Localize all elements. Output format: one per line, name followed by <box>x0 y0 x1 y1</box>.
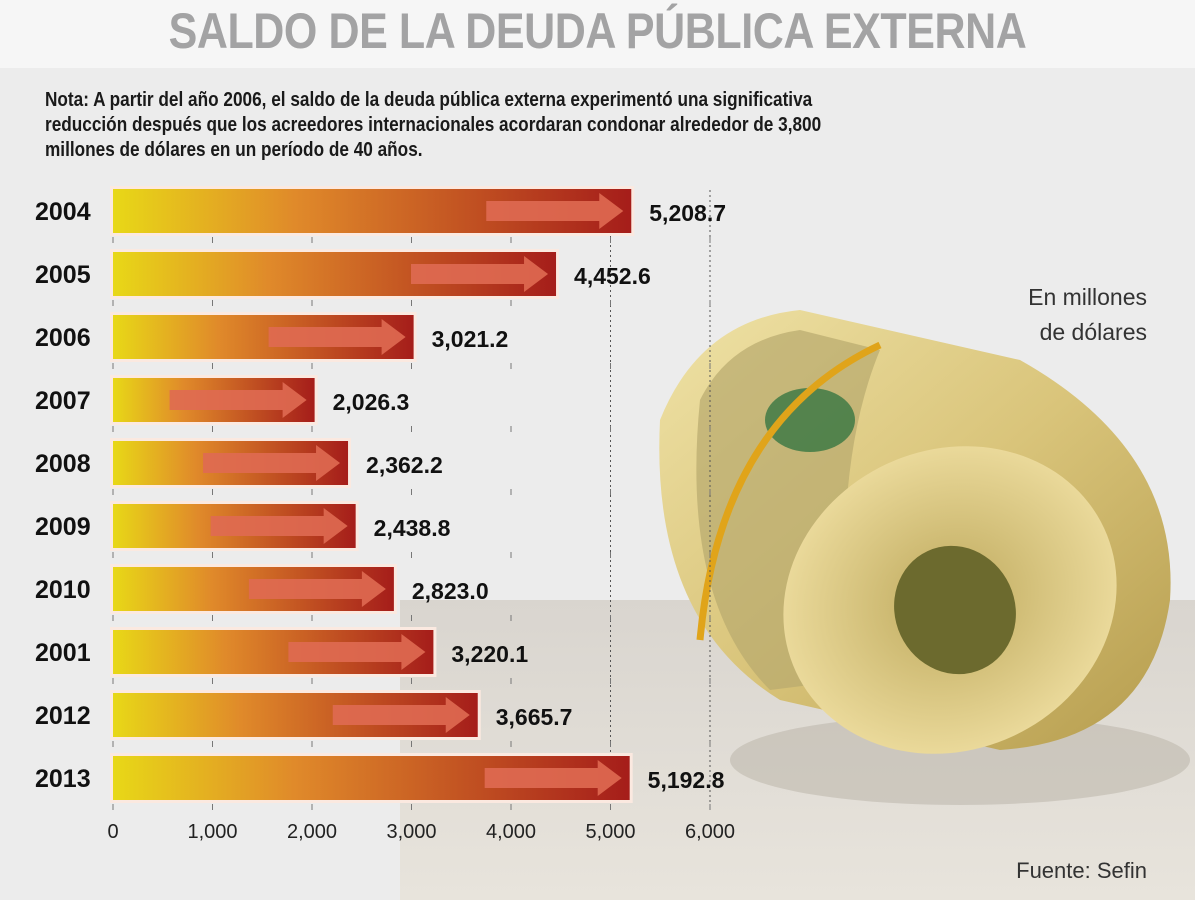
bar-row: 2010 2,823.0 <box>35 564 489 614</box>
bar-row: 2008 2,362.2 <box>35 438 443 488</box>
chart-title: SALDO DE LA DEUDA PÚBLICA EXTERNA <box>168 3 1027 59</box>
category-label: 2007 <box>35 387 91 415</box>
arrow-icon <box>484 760 622 796</box>
value-label: 2,026.3 <box>333 389 410 415</box>
category-label: 2006 <box>35 324 91 352</box>
value-label: 2,362.2 <box>366 452 443 478</box>
bar-row: 2004 5,208.7 <box>35 186 726 236</box>
bar-row: 2009 2,438.8 <box>35 501 451 551</box>
x-tick-label: 3,000 <box>386 821 436 843</box>
arrow-icon <box>332 697 470 733</box>
note-text: Nota: A partir del año 2006, el saldo de… <box>45 88 1077 163</box>
value-label: 3,665.7 <box>496 704 573 730</box>
x-tick-label: 6,000 <box>685 821 735 843</box>
arrow-icon <box>268 319 406 355</box>
value-label: 2,438.8 <box>374 515 451 541</box>
arrow-icon <box>486 193 624 229</box>
unit-line: de dólares <box>1039 319 1147 345</box>
category-label: 2009 <box>35 513 91 541</box>
category-label: 2001 <box>35 639 91 667</box>
title-band <box>0 0 1195 68</box>
source-label: Fuente: Sefin <box>1016 858 1147 883</box>
value-label: 2,823.0 <box>412 578 489 604</box>
arrow-icon <box>210 508 348 544</box>
category-label: 2008 <box>35 450 91 478</box>
category-label: 2012 <box>35 702 91 730</box>
bar-row: 2005 4,452.6 <box>35 249 651 299</box>
bar-row: 2012 3,665.7 <box>35 690 572 740</box>
note-line: reducción después que los acreedores int… <box>45 114 822 136</box>
unit-line: En millones <box>1028 284 1147 310</box>
arrow-icon <box>248 571 386 607</box>
bar-row: 2013 5,192.8 <box>35 753 725 803</box>
x-tick-label: 5,000 <box>585 821 635 843</box>
arrow-icon <box>169 382 307 418</box>
note-line: Nota: A partir del año 2006, el saldo de… <box>45 89 813 111</box>
value-label: 5,192.8 <box>648 767 725 793</box>
arrow-icon <box>411 256 549 292</box>
value-label: 3,021.2 <box>432 326 509 352</box>
category-label: 2010 <box>35 576 91 604</box>
unit-label: En millones de dólares <box>1028 280 1147 350</box>
bar-row: 2006 3,021.2 <box>35 312 508 362</box>
bar-row: 2007 2,026.3 <box>35 375 409 425</box>
category-label: 2005 <box>35 261 91 289</box>
arrow-icon <box>288 634 426 670</box>
x-tick-label: 2,000 <box>287 821 337 843</box>
x-tick-label: 1,000 <box>187 821 237 843</box>
category-label: 2004 <box>35 198 91 226</box>
value-label: 5,208.7 <box>649 200 726 226</box>
bar-row: 2001 3,220.1 <box>35 627 528 677</box>
arrow-icon <box>203 445 341 481</box>
value-label: 4,452.6 <box>574 263 651 289</box>
x-tick-label: 4,000 <box>486 821 536 843</box>
category-label: 2013 <box>35 765 91 793</box>
value-label: 3,220.1 <box>451 641 528 667</box>
note-line: millones de dólares en un período de 40 … <box>45 139 423 161</box>
x-tick-label: 0 <box>107 821 118 843</box>
